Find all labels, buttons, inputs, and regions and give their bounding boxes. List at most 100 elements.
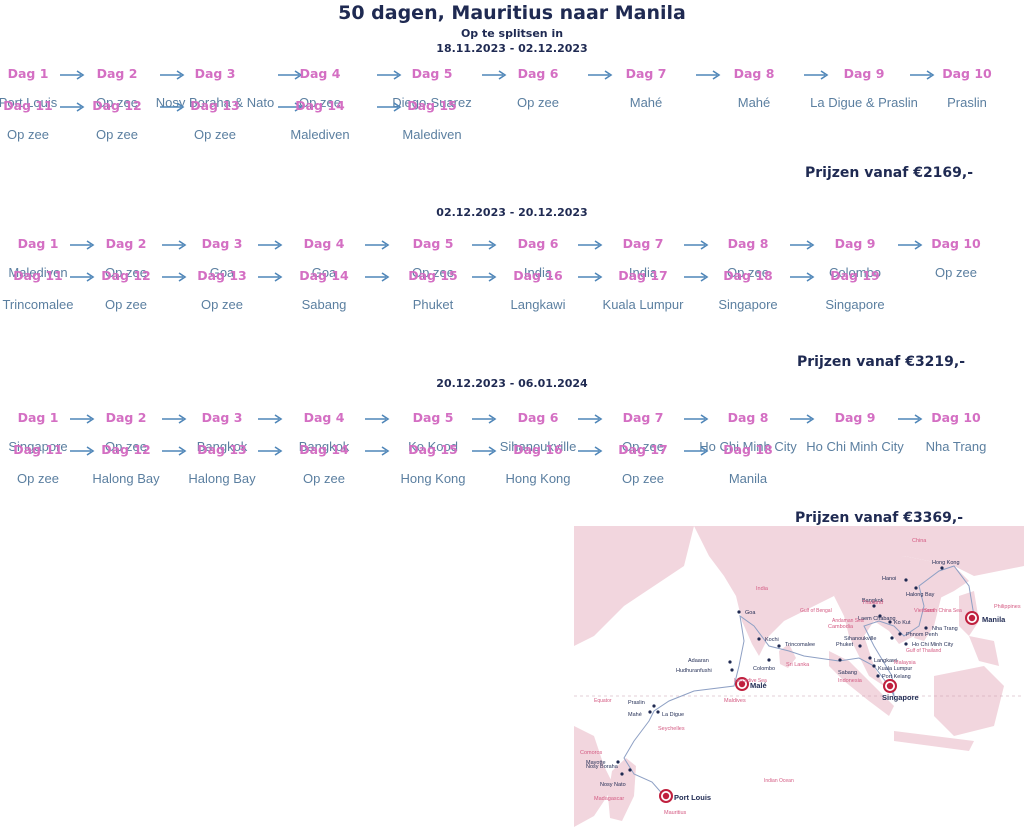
port-label: Langkawi <box>874 658 897 664</box>
port-label: Kochi <box>765 637 779 643</box>
arrow-right-icon <box>70 446 95 456</box>
price-label: Prijzen vanaf €2169,- <box>805 165 974 181</box>
day-label: Dag 8 <box>727 236 769 251</box>
arrow-right-icon <box>377 70 402 80</box>
day-label: Dag 5 <box>412 410 454 425</box>
arrow-right-icon <box>60 70 85 80</box>
region-label: Malaysia <box>894 660 917 666</box>
arrow-right-icon <box>160 102 185 112</box>
port-marker <box>868 656 872 660</box>
place-label: Hong Kong <box>400 471 466 486</box>
port-marker <box>652 704 656 708</box>
page-subtitle: Op te splitsen in <box>460 27 564 40</box>
arrow-right-icon <box>684 446 709 456</box>
port-major-dot <box>662 792 670 800</box>
arrow-right-icon <box>365 446 390 456</box>
arrow-right-icon <box>60 102 85 112</box>
arrow-right-icon <box>790 240 815 250</box>
region-label: Cambodia <box>828 624 854 630</box>
place-label: Op zee <box>935 265 977 280</box>
place-label: Nha Trang <box>925 439 987 454</box>
day-label: Dag 13 <box>197 268 247 283</box>
port-label: La Digue <box>662 712 684 718</box>
arrow-right-icon <box>684 240 709 250</box>
port-marker <box>728 660 732 664</box>
section-period: 02.12.2023 - 20.12.2023 <box>436 206 588 219</box>
place-label: Colombo <box>828 265 882 280</box>
place-label: Op zee <box>299 95 341 110</box>
day-label: Dag 7 <box>622 410 664 425</box>
place-label: Op zee <box>622 471 664 486</box>
place-label: Praslin <box>947 95 987 110</box>
arrow-right-icon <box>790 272 815 282</box>
port-marker <box>838 658 842 662</box>
port-marker <box>904 642 908 646</box>
port-label: Hudhuranfushi <box>676 668 712 674</box>
place-label: Mahé <box>737 95 771 110</box>
day-label: Dag 9 <box>834 236 876 251</box>
port-label: Malé <box>750 681 767 690</box>
region-label: Indonesia <box>838 678 863 684</box>
day-label: Dag 3 <box>194 66 236 81</box>
port-label: Nosy Nato <box>600 782 626 788</box>
place-label: Halong Bay <box>92 471 160 486</box>
day-label: Dag 4 <box>303 410 345 425</box>
place-label: Malediven <box>290 127 350 142</box>
region-label: Philippines <box>994 604 1021 610</box>
place-label: Op zee <box>105 265 147 280</box>
sea-label: Gulf of Bengal <box>800 608 832 614</box>
arrow-right-icon <box>162 446 187 456</box>
place-label: Langkawi <box>510 297 566 312</box>
day-label: Dag 2 <box>105 410 147 425</box>
place-label: Op zee <box>622 439 664 454</box>
port-marker <box>858 644 862 648</box>
port-marker <box>628 768 632 772</box>
day-label: Dag 8 <box>733 66 775 81</box>
place-label: Bangkok <box>298 439 350 454</box>
port-label: Hong Kong <box>932 560 960 566</box>
place-label: Ho Chi Minh City <box>806 439 904 454</box>
place-label: Halong Bay <box>188 471 256 486</box>
port-label: Laem Chabang <box>858 616 896 622</box>
sea-label: South China Sea <box>924 608 962 614</box>
arrow-right-icon <box>472 240 497 250</box>
port-label: Adaaran <box>688 658 709 664</box>
port-label: Ho Chi Minh City <box>912 642 954 648</box>
day-label: Dag 2 <box>96 66 138 81</box>
place-label: Mahé <box>629 95 663 110</box>
land-masses <box>574 526 1024 827</box>
day-label: Dag 4 <box>299 66 341 81</box>
place-label: Goa <box>209 265 235 280</box>
place-label: India <box>523 265 553 280</box>
port-label: Port Louis <box>674 793 711 802</box>
place-label: Singapore <box>718 297 778 312</box>
arrow-right-icon <box>162 240 187 250</box>
place-label: Op zee <box>96 127 138 142</box>
day-label: Dag 13 <box>197 442 247 457</box>
day-label: Dag 16 <box>513 442 563 457</box>
arrow-right-icon <box>278 70 303 80</box>
port-marker <box>872 664 876 668</box>
port-label: Phuket <box>836 642 854 648</box>
arrow-right-icon <box>910 70 935 80</box>
port-marker <box>757 637 761 641</box>
place-label: Phuket <box>412 297 454 312</box>
day-label: Dag 10 <box>931 236 981 251</box>
arrow-right-icon <box>258 446 283 456</box>
arrow-right-icon <box>70 414 95 424</box>
day-label: Dag 7 <box>625 66 667 81</box>
place-label: Op zee <box>17 471 59 486</box>
day-label: Dag 14 <box>299 442 349 457</box>
place-label: Malediven <box>8 265 68 280</box>
region-label: Thailand <box>862 600 883 606</box>
day-label: Dag 12 <box>92 98 142 113</box>
place-label: Op zee <box>96 95 138 110</box>
day-label: Dag 8 <box>727 410 769 425</box>
day-label: Dag 10 <box>931 410 981 425</box>
day-label: Dag 18 <box>723 442 773 457</box>
place-label: Op zee <box>412 265 454 280</box>
section-period: 18.11.2023 - 02.12.2023 <box>436 42 588 55</box>
place-label: Op zee <box>7 127 49 142</box>
region-label: Comoros <box>580 750 603 756</box>
port-label: Kuala Lumpur <box>878 666 912 672</box>
